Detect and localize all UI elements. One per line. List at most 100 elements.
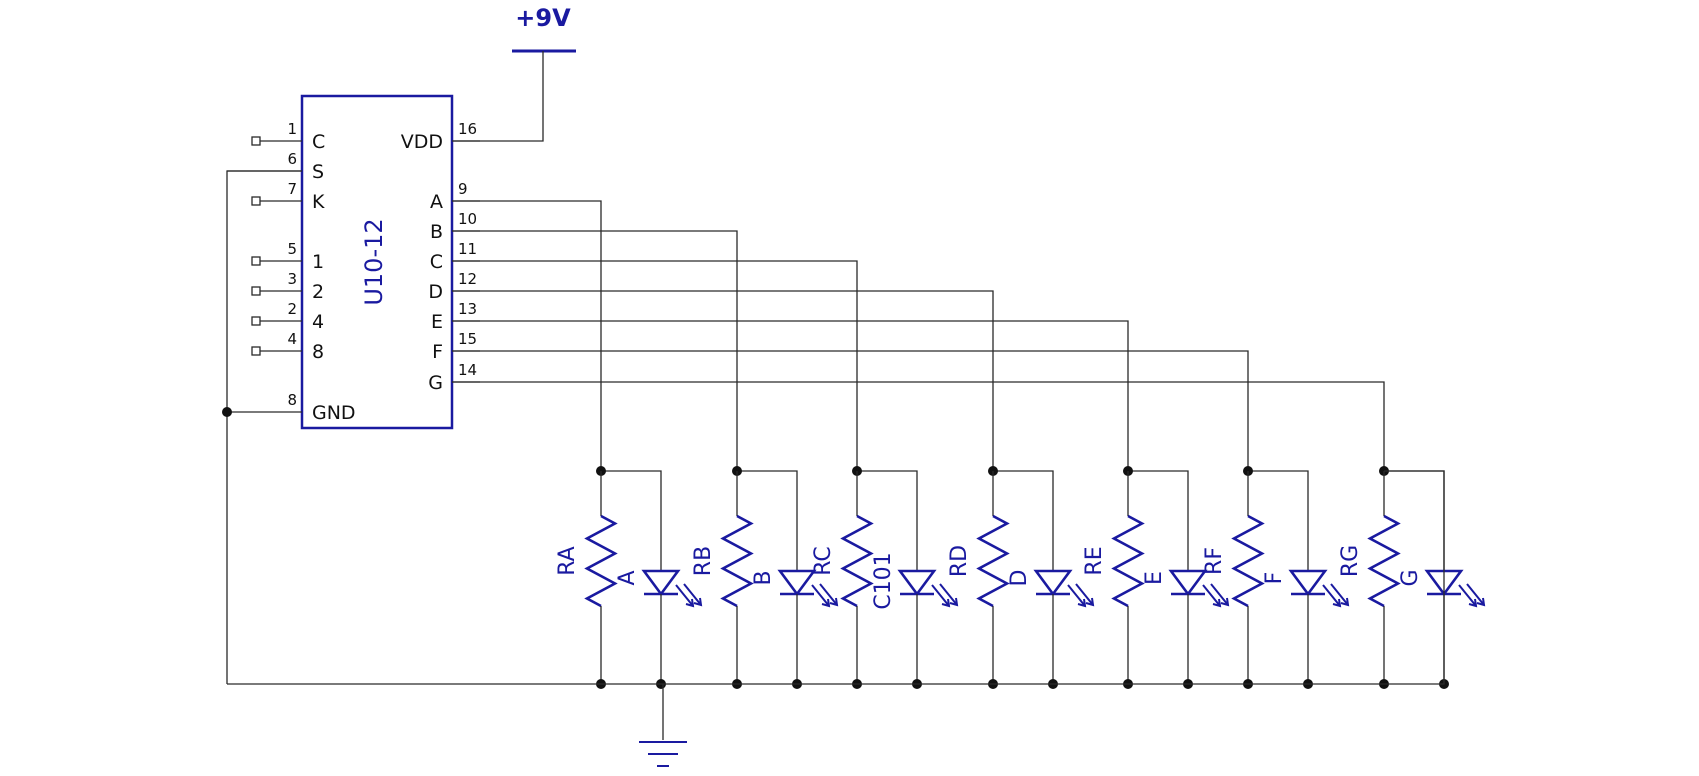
led-label: F: [1262, 572, 1287, 585]
resistor-label: RA: [555, 546, 580, 575]
led-light-arrowhead: [1340, 597, 1350, 607]
ic-pin-number: 10: [458, 210, 477, 228]
led-label: E: [1142, 571, 1167, 585]
led-light-arrowhead: [1077, 598, 1087, 608]
ic-pin-name: D: [428, 281, 443, 303]
resistor-label: RC: [811, 546, 836, 576]
led-top-wire: [601, 470, 662, 571]
led-light-arrow: [1330, 583, 1349, 606]
resistor-zigzag: [1367, 514, 1401, 608]
led-light-arrowhead: [693, 597, 703, 607]
led-triangle: [1168, 569, 1208, 597]
segment-wire-3: [452, 290, 994, 471]
ic-pin-number: 15: [458, 330, 477, 348]
no-connect-marker: [251, 256, 261, 266]
ic-pin-number: 5: [287, 240, 297, 258]
ground-bus: [227, 470, 1445, 685]
junction-dot: [222, 407, 232, 417]
led-light-arrow: [683, 583, 702, 606]
ic-name: U10-12: [360, 218, 388, 305]
segment-wire-5: [452, 350, 1249, 471]
ic-pin-name: G: [428, 372, 443, 394]
resistor-zigzag: [1231, 514, 1265, 608]
led-light-arrowhead: [941, 598, 951, 608]
led-light-arrow: [675, 584, 694, 607]
led-label: B: [751, 570, 776, 585]
led-label: A: [615, 570, 640, 585]
led-light-arrowhead: [821, 598, 831, 608]
ic-pin-name: S: [312, 161, 324, 183]
ic-pin-number: 9: [458, 180, 468, 198]
led-light-arrowhead: [1212, 598, 1222, 608]
ic-pin-name: VDD: [401, 131, 443, 153]
ic-pin-name: C: [430, 251, 443, 273]
no-connect-marker: [251, 286, 261, 296]
led-label: G: [1398, 569, 1423, 586]
led-triangle: [1288, 569, 1328, 597]
resistor-label: RB: [691, 546, 716, 576]
segment-wire-2: [452, 260, 858, 471]
ic-pin-number: 7: [287, 180, 297, 198]
resistor-zigzag: [1111, 514, 1145, 608]
led-light-arrowhead: [1085, 597, 1095, 607]
led-top-wire: [857, 470, 918, 571]
led-light-arrowhead: [1332, 598, 1342, 608]
ic-pin-number: 8: [287, 391, 297, 409]
led-light-arrowhead: [685, 598, 695, 608]
ic-pin-number: 4: [287, 330, 297, 348]
led-light-arrowhead: [1220, 597, 1230, 607]
ic-pin-name: K: [312, 191, 325, 213]
no-connect-marker: [251, 346, 261, 356]
segment-wire-0: [452, 200, 602, 471]
resistor-label: RG: [1338, 545, 1363, 577]
led-label: D: [1007, 570, 1032, 587]
led-top-wire: [1128, 470, 1189, 571]
segment-wires: [452, 200, 1445, 571]
ic-pin-name: F: [432, 341, 443, 363]
supply-wire: [452, 51, 544, 142]
ic-body: [300, 94, 454, 430]
led-light-arrow: [811, 584, 830, 607]
no-connect-marker: [251, 136, 261, 146]
supply-label: +9V: [515, 4, 571, 32]
segment-wire-1: [452, 230, 738, 471]
led-light-arrowhead: [1468, 598, 1478, 608]
ic-pin-name: B: [430, 221, 443, 243]
resistor-label: RE: [1082, 546, 1107, 575]
ic-pin-number: 2: [287, 300, 297, 318]
led-top-wire: [1248, 470, 1309, 571]
led-light-arrow: [939, 583, 958, 606]
segment-drivers: RA A RB B RC C101 RD D RE E RF F RG G: [555, 471, 1486, 689]
led-light-arrowhead: [1476, 597, 1486, 607]
resistor-zigzag: [976, 514, 1010, 608]
led-light-arrow: [1075, 583, 1094, 606]
resistor-label: RD: [947, 545, 972, 577]
led-triangle: [777, 569, 817, 597]
led-light-arrow: [1067, 584, 1086, 607]
no-connect-marker: [251, 316, 261, 326]
ic-pin-number: 11: [458, 240, 477, 258]
no-connect-marker: [251, 196, 261, 206]
segment-wire-4: [452, 320, 1129, 471]
ic-pin-number: 6: [287, 150, 297, 168]
led-triangle: [1033, 569, 1073, 597]
led-triangle: [641, 569, 681, 597]
pin-6-ground-wire: [226, 170, 302, 684]
ic-pin-name: 8: [312, 341, 324, 363]
led-light-arrow: [1322, 584, 1341, 607]
led-light-arrowhead: [829, 597, 839, 607]
ic-pin-number: 16: [458, 120, 477, 138]
ic-pin-number: 3: [287, 270, 297, 288]
led-light-arrow: [819, 583, 838, 606]
led-label: C101: [871, 552, 896, 609]
segment-wire-6: [452, 381, 1385, 471]
led-triangle: [897, 569, 937, 597]
led-light-arrow: [1202, 584, 1221, 607]
led-light-arrow: [1458, 584, 1477, 607]
ic-pin-number: 14: [458, 361, 477, 379]
resistor-zigzag: [720, 514, 754, 608]
ic-pin-name: 4: [312, 311, 324, 333]
ic-right-pins: 16 VDD 9A 10 B 11 C 12 D 13 E 15 F 14 G: [401, 120, 480, 394]
